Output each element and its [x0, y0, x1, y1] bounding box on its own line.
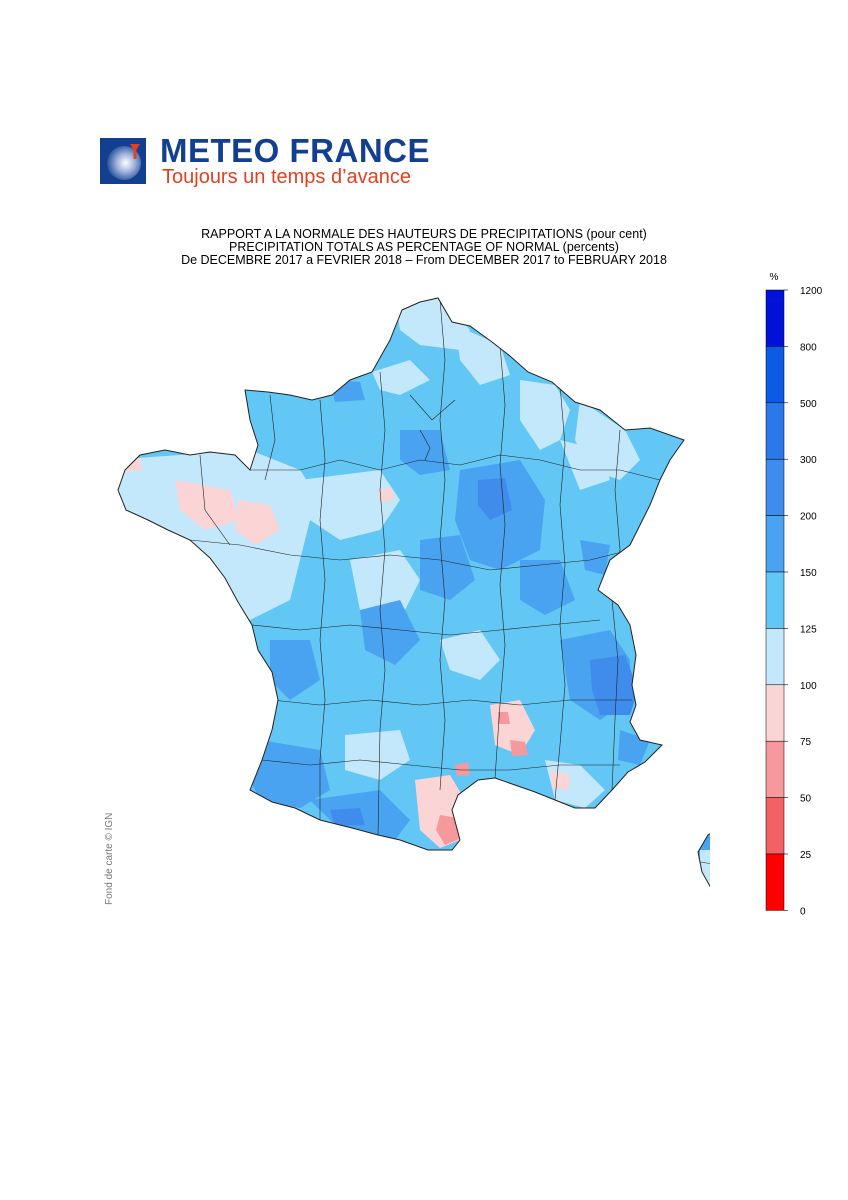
- legend-swatch: [765, 684, 785, 742]
- title-line-2: PRECIPITATION TOTALS AS PERCENTAGE OF NO…: [229, 240, 619, 254]
- legend-label: 150: [800, 568, 817, 579]
- legend-unit: %: [770, 272, 779, 283]
- france-precipitation-map: [117, 297, 710, 906]
- legend-label: 500: [800, 399, 817, 410]
- legend-swatches: [765, 289, 788, 911]
- title-line-1: RAPPORT A LA NORMALE DES HAUTEURS DE PRE…: [201, 227, 647, 241]
- legend-swatch: [765, 797, 785, 855]
- legend-label: 1200: [800, 286, 823, 297]
- legend-swatch: [765, 740, 785, 798]
- legend-label: 0: [800, 906, 806, 917]
- legend-label: 800: [800, 342, 817, 353]
- department-boundaries: [189, 299, 661, 836]
- legend-label: 200: [800, 512, 817, 523]
- legend-swatch: [765, 346, 785, 404]
- precipitation-zones: [118, 298, 650, 848]
- color-scale-legend: % 1200 800 500 300 200 150 125 100 75 50 25 0: [765, 272, 823, 917]
- title-line-3: De DECEMBRE 2017 a FEVRIER 2018 – From D…: [181, 253, 667, 267]
- legend-swatch: [765, 289, 785, 347]
- legend-label: 125: [800, 624, 817, 635]
- zones-50-75: [436, 712, 528, 845]
- brand-name: METEO FRANCE: [160, 132, 430, 169]
- legend-label: 100: [800, 681, 817, 692]
- legend-label: 25: [800, 850, 812, 861]
- legend-labels: 1200 800 500 300 200 150 125 100 75 50 25 0: [800, 286, 823, 917]
- brand-tagline: Toujours un temps d’avance: [162, 166, 412, 188]
- legend-swatch: [765, 628, 785, 686]
- legend-swatch: [765, 571, 785, 629]
- legend-swatch: [765, 515, 785, 573]
- legend-label: 300: [800, 455, 817, 466]
- meteo-france-emblem-icon: [100, 138, 146, 184]
- legend-swatch: [765, 458, 785, 516]
- corsica-boundaries: [699, 857, 710, 866]
- legend-label: 50: [800, 794, 812, 805]
- map-title: RAPPORT A LA NORMALE DES HAUTEURS DE PRE…: [0, 228, 848, 267]
- meteo-france-logo: METEO FRANCE Toujours un temps d’avance: [100, 132, 430, 190]
- legend-swatch: [765, 853, 785, 911]
- legend-swatch: [765, 402, 785, 460]
- legend-label: 75: [800, 737, 812, 748]
